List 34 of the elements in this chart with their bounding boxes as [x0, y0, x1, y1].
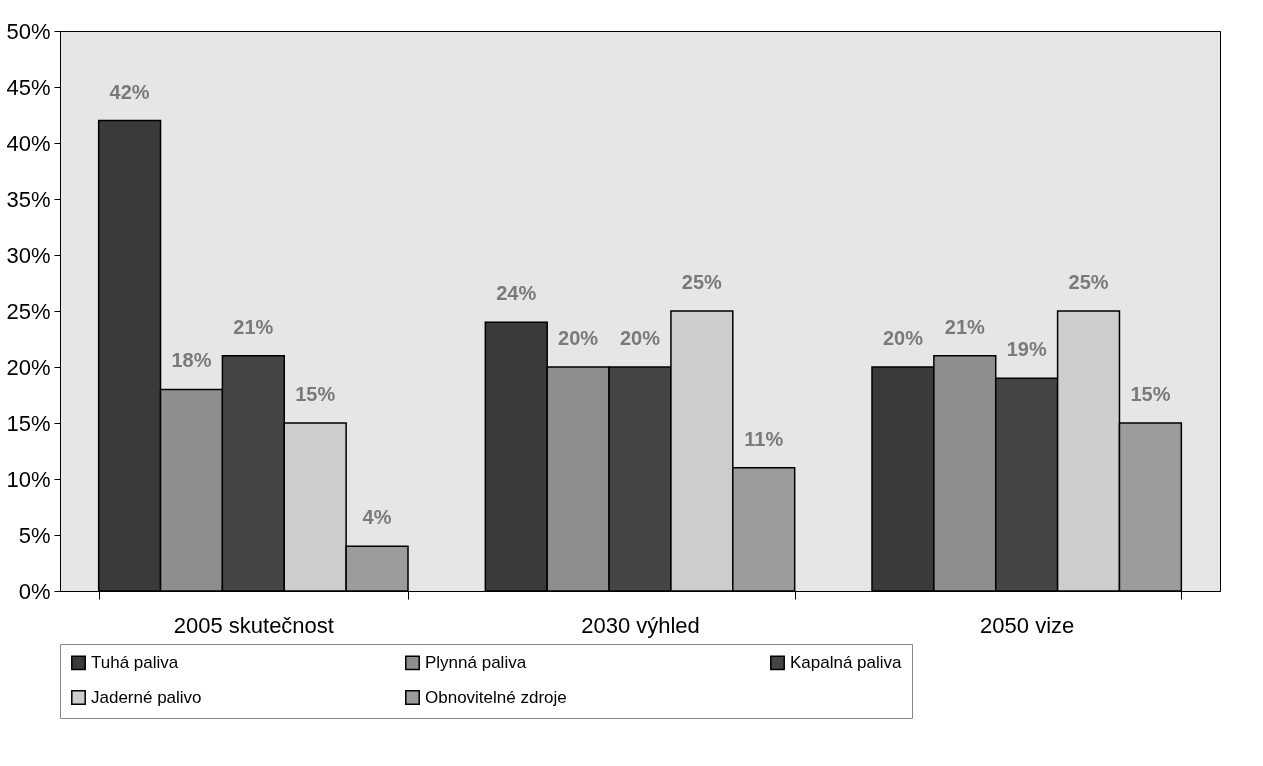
- y-tick-label: 0%: [18, 578, 51, 604]
- data-label: 21%: [944, 315, 986, 338]
- data-label: 20%: [882, 327, 924, 349]
- y-tick-label: 40%: [6, 130, 51, 156]
- y-tick-label: 20%: [6, 354, 51, 380]
- y-tick-label: 25%: [6, 298, 51, 324]
- y-tick-label: 45%: [6, 74, 51, 100]
- data-label: 15%: [1130, 383, 1171, 405]
- y-tick-label: 5%: [18, 522, 51, 548]
- x-tick-label: 2030 výhled: [581, 612, 700, 638]
- y-tick-label: 50%: [6, 18, 51, 44]
- legend-label: Obnovitelné zdroje: [425, 687, 567, 707]
- data-label: 25%: [1068, 271, 1109, 293]
- data-label: 15%: [295, 383, 336, 405]
- data-label: 20%: [619, 327, 661, 349]
- y-tick-label: 15%: [6, 410, 51, 436]
- data-label: 20%: [558, 327, 599, 349]
- legend-label: Kapalná paliva: [790, 652, 903, 672]
- legend-label: Plynná paliva: [425, 652, 527, 672]
- x-tick-label: 2050 vize: [980, 612, 1075, 638]
- data-label: 21%: [233, 315, 274, 338]
- x-tick-label: 2005 skutečnost: [173, 612, 334, 638]
- y-tick-label: 10%: [6, 466, 51, 492]
- data-label: 42%: [109, 80, 150, 103]
- data-label: 4%: [362, 506, 392, 529]
- y-tick-label: 30%: [6, 242, 51, 268]
- data-label: 19%: [1006, 338, 1047, 361]
- data-label: 18%: [171, 349, 212, 372]
- legend-label: Tuhá paliva: [91, 652, 179, 672]
- legend-label: Jaderné palivo: [91, 687, 202, 707]
- data-label: 24%: [496, 282, 537, 305]
- data-label: 25%: [681, 271, 723, 293]
- y-tick-label: 35%: [6, 186, 51, 212]
- data-label: 11%: [744, 427, 784, 450]
